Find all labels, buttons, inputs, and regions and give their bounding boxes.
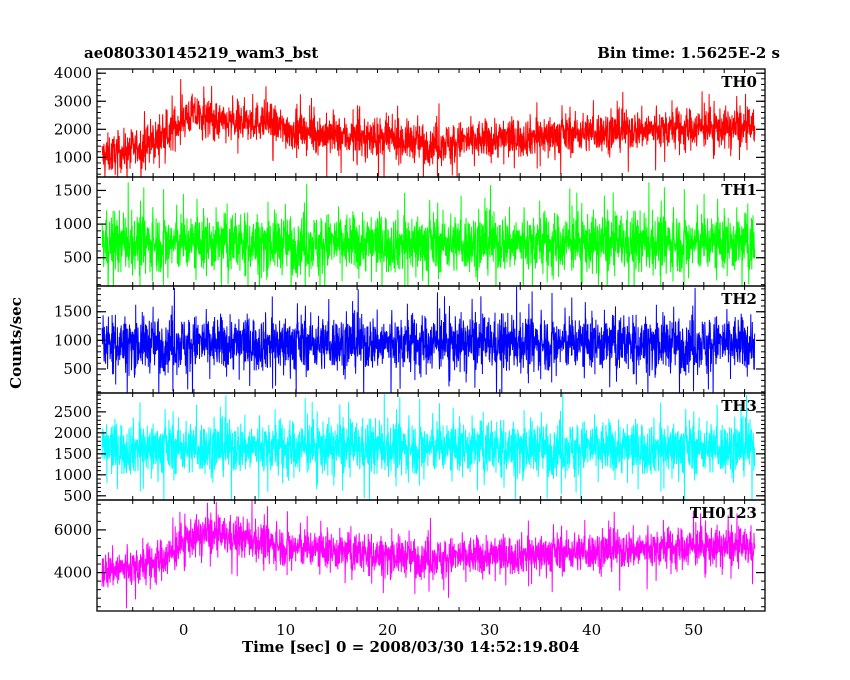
panels: 1000 2000 3000 4000 TH0 500 1000 1500 TH1 500 1000…: [54, 64, 766, 612]
y-tick-label: 2000: [54, 120, 92, 138]
y-tick-label: 1000: [54, 331, 92, 349]
x-tick-label: 50: [684, 621, 703, 639]
x-tick-label: 30: [480, 621, 499, 639]
series-line-th2: [101, 286, 756, 393]
y-tick-label: 1000: [54, 466, 92, 484]
panel-name-label: TH0: [721, 73, 757, 91]
panel-th0: 1000 2000 3000 4000 TH0: [54, 64, 766, 178]
y-tick-label: 1000: [54, 215, 92, 233]
y-tick-label: 2500: [54, 403, 92, 421]
bin-time: Bin time: 1.5625E-2 s: [597, 44, 780, 62]
series-line-th3: [101, 393, 756, 500]
y-tick-label: 4000: [54, 564, 92, 582]
x-axis-label: Time [sec] 0 = 2008/03/30 14:52:19.804: [242, 638, 580, 656]
x-tick-label: 0: [179, 621, 189, 639]
panel-th2: 500 1000 1500 TH2: [54, 285, 766, 394]
y-tick-label: 4000: [54, 64, 92, 82]
series-line-th0123: [101, 500, 756, 609]
x-tick-label: 40: [582, 621, 601, 639]
y-tick-label: 6000: [54, 521, 92, 539]
series-line-th0: [101, 78, 756, 177]
y-tick-label: 2000: [54, 424, 92, 442]
panel-name-label: TH3: [721, 397, 757, 415]
y-tick-label: 1500: [54, 445, 92, 463]
y-tick-label: 500: [63, 487, 92, 505]
y-tick-label: 1000: [54, 148, 92, 166]
panel-th1: 500 1000 1500 TH1: [54, 176, 766, 287]
observation-id: ae080330145219_wam3_bst: [84, 44, 319, 62]
y-tick-label: 1500: [54, 303, 92, 321]
x-tick-label: 20: [378, 621, 397, 639]
y-axis-label: Counts/sec: [7, 297, 25, 389]
panel-th0123: 4000 6000 TH0123: [54, 499, 766, 612]
panel-name-label: TH0123: [690, 504, 757, 522]
y-tick-label: 500: [63, 360, 92, 378]
x-tick-label: 10: [276, 621, 295, 639]
panel-name-label: TH2: [721, 290, 757, 308]
panel-name-label: TH1: [721, 181, 757, 199]
panel-th3: 500 1000 1500 2000 2500 TH3: [54, 392, 766, 505]
y-tick-label: 3000: [54, 92, 92, 110]
x-axis: 0 10 20 30 40 50: [179, 621, 703, 639]
y-tick-label: 500: [63, 249, 92, 267]
series-line-th1: [101, 182, 756, 286]
y-tick-label: 1500: [54, 181, 92, 199]
